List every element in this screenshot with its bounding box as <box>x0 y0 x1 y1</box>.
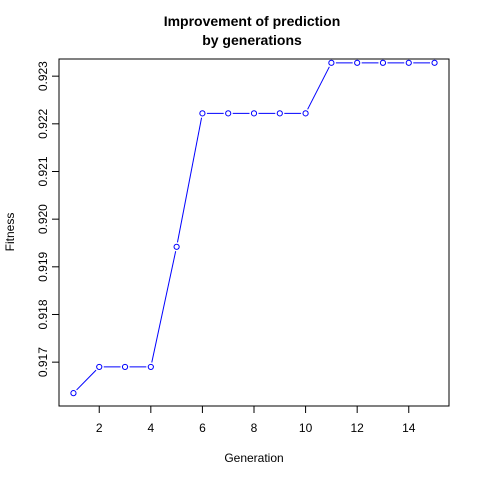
data-point <box>328 59 335 66</box>
y-tick-label: 0.922 <box>36 108 50 138</box>
data-point <box>199 110 206 117</box>
chart-title-line-2: by generations <box>202 32 302 48</box>
x-tick-label: 4 <box>147 421 154 435</box>
x-tick-label: 12 <box>350 421 364 435</box>
data-point <box>96 363 103 371</box>
data-point <box>431 59 438 66</box>
x-tick-label: 10 <box>299 421 313 435</box>
data-point <box>173 243 180 250</box>
data-point <box>276 110 283 117</box>
series-fitness <box>70 59 438 397</box>
x-axis: 2 4 6 8 10 12 14 <box>96 405 416 435</box>
y-tick-label: 0.918 <box>36 299 50 329</box>
y-tick-label: 0.920 <box>36 204 50 234</box>
data-point <box>354 59 361 66</box>
y-axis: 0.917 0.918 0.919 0.920 0.921 0.922 0.923 <box>36 61 60 377</box>
y-axis-label: Fitness <box>3 213 17 252</box>
data-point <box>379 59 387 66</box>
x-tick-label: 14 <box>402 421 416 435</box>
x-axis-label: Generation <box>224 451 283 465</box>
y-tick-label: 0.917 <box>36 347 50 377</box>
data-point <box>225 110 232 117</box>
y-tick-label: 0.923 <box>36 61 50 91</box>
data-point <box>147 363 154 371</box>
x-tick-label: 6 <box>199 421 206 435</box>
series-line-segment <box>151 251 177 363</box>
data-point <box>302 110 309 117</box>
data-point <box>405 59 412 66</box>
series-line-segment <box>176 117 203 243</box>
data-point <box>70 390 77 397</box>
chart-title-line-1: Improvement of prediction <box>164 13 341 29</box>
series-line-segment <box>76 369 97 391</box>
y-tick-label: 0.921 <box>36 156 50 186</box>
data-point <box>121 363 129 371</box>
data-point <box>250 110 258 117</box>
x-tick-label: 2 <box>96 421 103 435</box>
series-line-segment <box>307 66 330 110</box>
x-tick-label: 8 <box>251 421 258 435</box>
y-tick-label: 0.919 <box>36 251 50 281</box>
